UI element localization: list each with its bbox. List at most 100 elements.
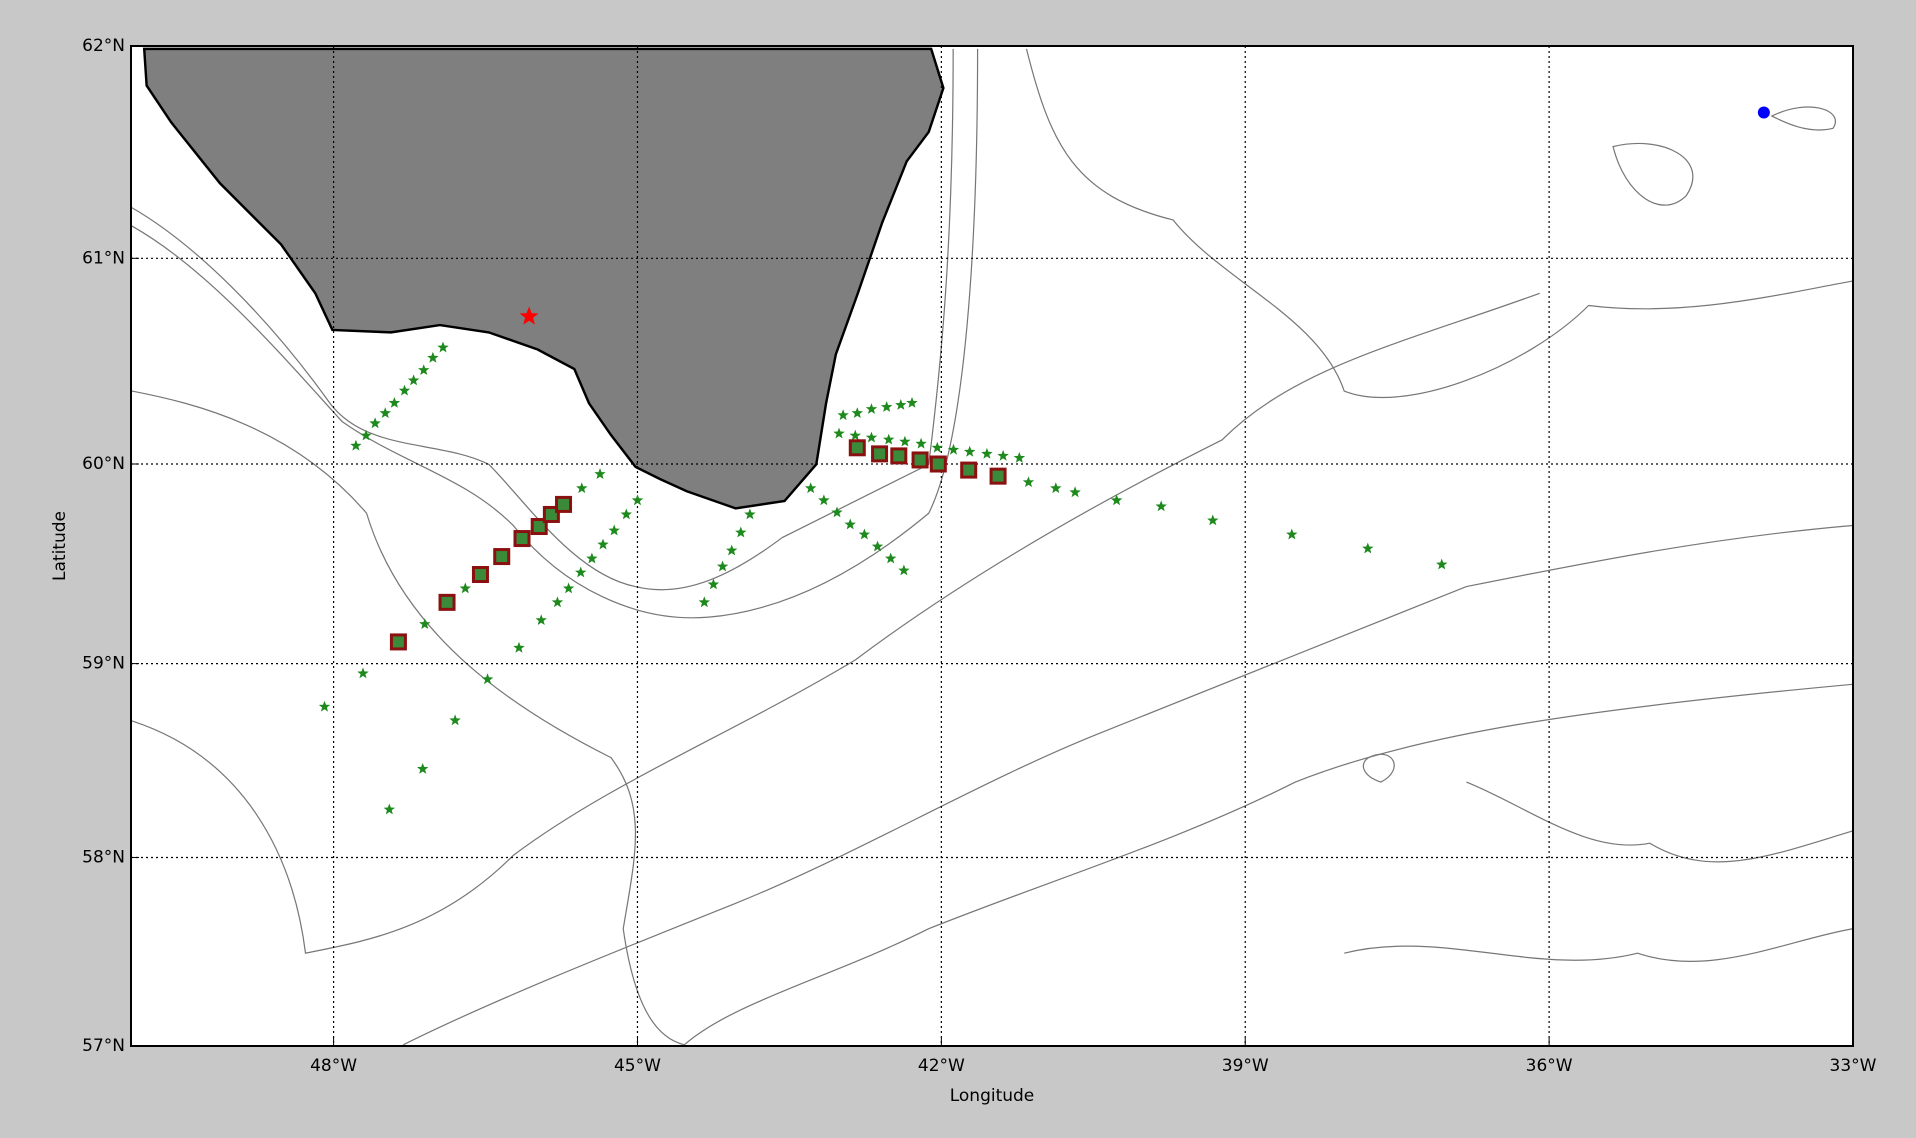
y-tick-label: 61°N — [82, 248, 125, 268]
station-star — [1286, 528, 1298, 540]
y-tick-label: 62°N — [82, 36, 125, 56]
station-star — [899, 435, 911, 447]
station-square — [542, 505, 560, 523]
station-star — [931, 441, 943, 453]
station-star — [360, 429, 372, 441]
station-star — [398, 384, 411, 396]
station-star — [818, 494, 830, 506]
station-square — [389, 633, 407, 651]
station-star — [895, 399, 907, 410]
station-star — [419, 618, 431, 629]
station-star — [915, 437, 927, 449]
station-star — [369, 417, 381, 429]
station-square — [890, 447, 908, 465]
x-tick-label: 33°W — [1830, 1056, 1877, 1076]
station-star — [562, 582, 575, 594]
station-star — [865, 431, 878, 443]
station-star — [1013, 451, 1026, 463]
station-star — [831, 506, 843, 518]
station-star — [883, 433, 895, 445]
station-star — [576, 482, 588, 494]
station-star — [575, 566, 587, 578]
station-star — [383, 803, 395, 815]
station-star — [586, 552, 598, 564]
y-axis-label: Latitude — [50, 511, 70, 581]
station-square — [929, 455, 947, 473]
y-tick-label: 57°N — [82, 1036, 125, 1056]
station-star — [837, 409, 849, 421]
station-star — [947, 443, 960, 455]
station-star — [620, 508, 632, 520]
station-star — [880, 401, 893, 412]
station-star — [844, 518, 856, 530]
bathymetry-contours — [131, 48, 1853, 1046]
station-star — [407, 374, 420, 386]
station-star — [865, 403, 878, 414]
station-star — [1436, 558, 1448, 570]
station-star — [735, 526, 747, 538]
station-star — [1155, 500, 1167, 512]
station-star — [849, 429, 861, 441]
x-tick-label: 48°W — [310, 1056, 357, 1076]
station-star — [608, 524, 620, 536]
station-square — [513, 530, 531, 548]
station-star — [964, 445, 976, 457]
station-star — [594, 468, 606, 479]
y-tick-label: 59°N — [82, 654, 125, 674]
station-star — [631, 494, 644, 506]
station-square — [555, 495, 573, 513]
x-tick-label: 39°W — [1222, 1056, 1269, 1076]
y-tick-label: 60°N — [82, 454, 125, 474]
station-star — [597, 538, 609, 550]
station-star — [535, 614, 547, 625]
station-square — [438, 593, 456, 611]
station-star — [459, 582, 471, 594]
station-star — [417, 763, 429, 774]
station-star — [1362, 542, 1374, 554]
station-star — [997, 449, 1009, 461]
station-star — [318, 700, 331, 712]
station-star — [1110, 494, 1123, 506]
x-tick-label: 42°W — [918, 1056, 965, 1076]
station-star — [379, 407, 391, 418]
station-star — [981, 447, 993, 459]
station-star — [726, 544, 738, 556]
station-star — [418, 364, 430, 375]
x-tick-label: 45°W — [614, 1056, 661, 1076]
station-star — [898, 564, 910, 576]
station-square — [848, 439, 866, 457]
station-square — [960, 461, 978, 479]
station-star — [350, 439, 362, 451]
station-star — [707, 578, 720, 590]
station-star — [1069, 486, 1081, 498]
station-square — [871, 445, 889, 463]
station-square — [989, 467, 1007, 485]
station-star — [1207, 514, 1219, 526]
station-star — [449, 714, 461, 726]
greenland — [142, 47, 945, 510]
station-star — [357, 667, 369, 679]
station-star — [1050, 482, 1062, 494]
station-square — [471, 566, 489, 584]
station-star — [744, 508, 756, 520]
x-tick-label: 36°W — [1526, 1056, 1573, 1076]
station-star — [871, 540, 884, 552]
station-dot — [1757, 106, 1770, 119]
plot-frame — [130, 45, 1854, 1047]
x-axis-label: Longitude — [950, 1086, 1035, 1106]
station-star — [513, 641, 525, 653]
station-star — [519, 306, 539, 325]
station-star — [885, 552, 897, 564]
station-star — [551, 596, 564, 608]
station-square — [493, 548, 511, 566]
station-star — [481, 673, 494, 685]
station-star — [427, 351, 439, 363]
station-star — [851, 407, 863, 418]
station-star — [805, 482, 817, 494]
station-star — [698, 596, 710, 608]
station-star — [1022, 476, 1035, 488]
station-square — [530, 518, 548, 536]
station-star — [716, 560, 729, 572]
station-star — [388, 397, 401, 408]
